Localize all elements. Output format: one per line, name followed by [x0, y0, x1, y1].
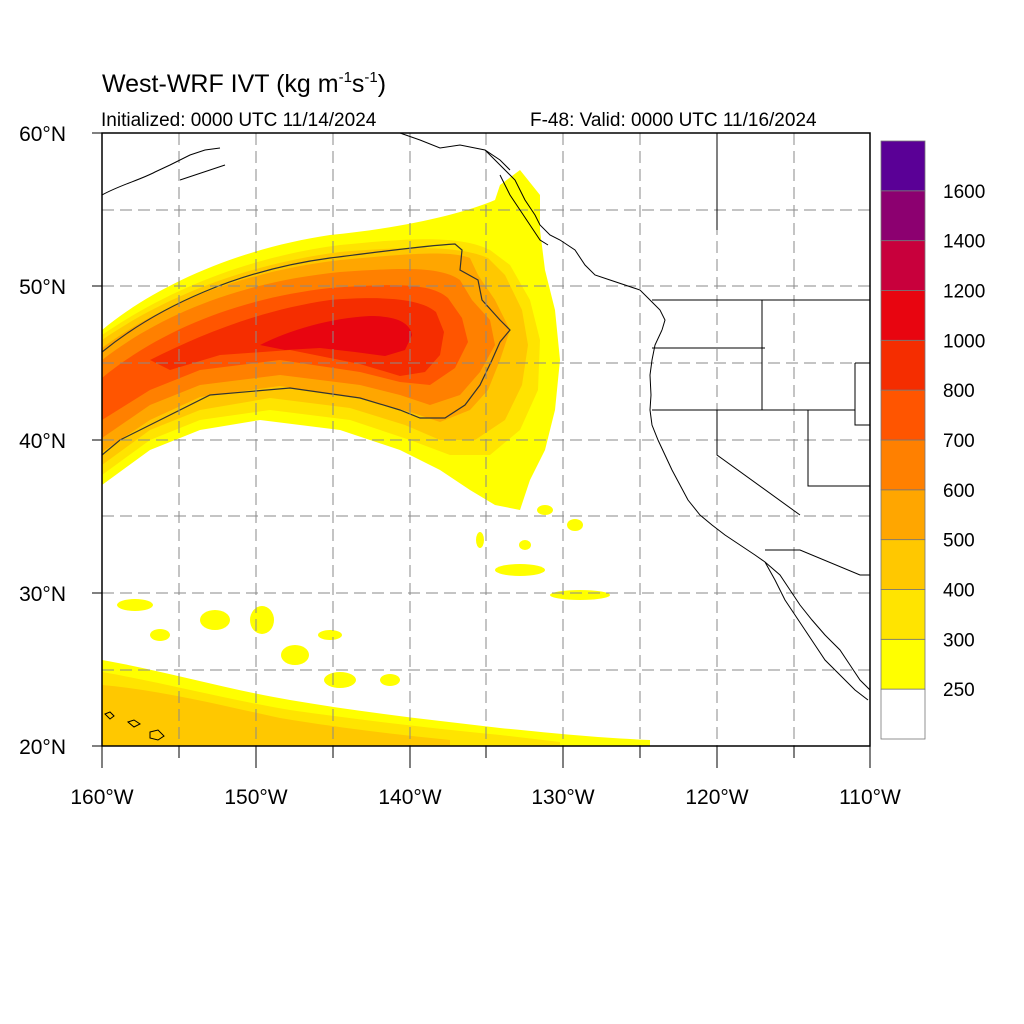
lon-label: 130°W [531, 786, 594, 809]
lat-label: 50°N [19, 276, 66, 299]
colorbar-label: 600 [943, 481, 975, 502]
ivt-fill-1000 [260, 316, 412, 356]
colorbar-label: 1400 [943, 232, 985, 253]
lon-tick-marks [101, 746, 871, 768]
colorbar [880, 140, 926, 740]
coastlines [102, 133, 870, 741]
lat-label: 20°N [19, 736, 66, 759]
initialized-label: Initialized: 0000 UTC 11/14/2024 [101, 110, 377, 131]
colorbar-label: 500 [943, 531, 975, 552]
ivt-fill-subtrop-400 [102, 685, 450, 746]
ivt-scattered-cells [117, 505, 610, 688]
colorbar-label: 300 [943, 630, 975, 651]
colorbar-label: 700 [943, 431, 975, 452]
state-borders [652, 133, 870, 576]
valid-time-label: F-48: Valid: 0000 UTC 11/16/2024 [530, 110, 817, 131]
colorbar-swatch [880, 389, 926, 441]
map-title: West-WRF IVT (kg m-1s-1) [102, 69, 387, 98]
colorbar-swatch [880, 539, 926, 590]
colorbar-swatch [880, 190, 926, 242]
colorbar-swatch [880, 589, 926, 640]
colorbar-label: 800 [943, 381, 975, 402]
colorbar-swatch [880, 439, 926, 491]
lon-label: 150°W [224, 786, 287, 809]
colorbar-label: 400 [943, 581, 975, 602]
lat-tick-marks [92, 132, 102, 747]
lon-label: 120°W [685, 786, 748, 809]
colorbar-label: 1600 [943, 182, 985, 203]
lon-labels: 160°W 150°W 140°W 130°W 120°W 110°W [70, 786, 901, 809]
colorbar-swatch [880, 140, 926, 192]
colorbar-swatch [880, 489, 926, 540]
colorbar-swatch [880, 638, 926, 690]
lat-labels: 60°N 50°N 40°N 30°N 20°N [19, 123, 66, 759]
colorbar-swatch [880, 240, 926, 291]
lat-label: 30°N [19, 583, 66, 606]
colorbar-label: 1000 [943, 331, 985, 352]
ivt-field [102, 133, 870, 746]
colorbar-swatch [880, 339, 926, 391]
lon-label: 110°W [839, 786, 901, 809]
colorbar-label: 250 [943, 680, 975, 701]
colorbar-swatch [880, 688, 926, 740]
lon-label: 160°W [70, 786, 133, 809]
colorbar-label: 1200 [943, 282, 985, 303]
gridlines [102, 133, 870, 746]
lat-label: 40°N [19, 430, 66, 453]
colorbar-swatch [880, 290, 926, 341]
colorbar-labels: 250 300 400 500 600 700 800 1000 1200 1400 1600 [943, 182, 985, 701]
ivt-contour-500 [102, 243, 511, 456]
lat-label: 60°N [19, 123, 66, 146]
lon-label: 140°W [378, 786, 441, 809]
